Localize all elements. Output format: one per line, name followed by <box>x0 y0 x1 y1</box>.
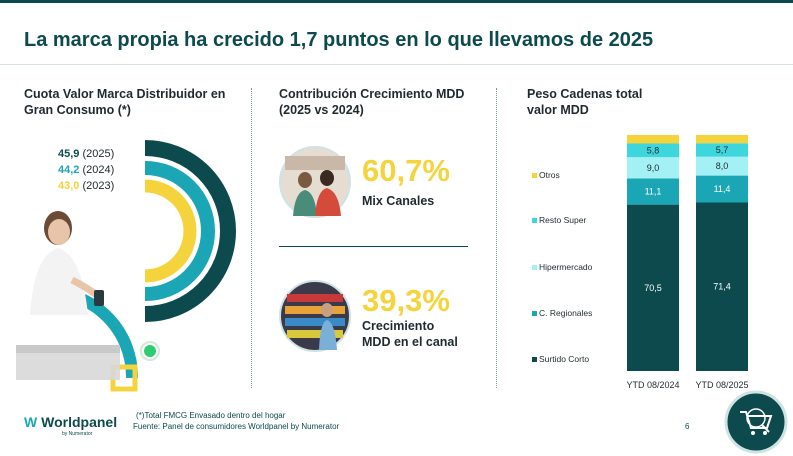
column-separator-1 <box>251 88 252 388</box>
worldpanel-logo-mark: W <box>24 414 38 430</box>
bar-segment-resto-super-1 <box>627 143 679 158</box>
bar-segment-surtido-corto-2 <box>696 202 748 371</box>
share-row-2023: 43,0 (2023) <box>58 180 114 192</box>
legend-surtido-corto: Surtido Corto <box>532 354 589 364</box>
legend-resto-super: Resto Super <box>532 215 586 225</box>
bar-segment-otros-2 <box>696 135 748 144</box>
legend-label-surtido-corto: Surtido Corto <box>539 354 590 364</box>
page-number: 6 <box>685 422 690 431</box>
legend-swatch-resto-super <box>532 218 537 224</box>
legend-swatch-otros <box>532 173 537 179</box>
share-value-2023: 43,0 <box>58 180 80 192</box>
source-note: Fuente: Panel de consumidores Worldpanel… <box>133 422 340 431</box>
data-label-c-regionales-1: 11,1 <box>645 187 662 197</box>
worldpanel-logo-text: Worldpanel <box>41 414 118 430</box>
legend-hipermercado: Hipermercado <box>532 262 592 272</box>
share-value-2025: 45,9 <box>58 148 80 160</box>
arc-2025 <box>144 140 236 322</box>
share-year-2025: (2025) <box>82 148 115 160</box>
legend-swatch-c-regionales <box>532 311 537 317</box>
legend-label-hipermercado: Hipermercado <box>539 262 593 272</box>
share-value-2024: 44,2 <box>58 164 80 176</box>
title-divider <box>0 64 793 65</box>
legend-label-c-regionales: C. Regionales <box>539 308 593 318</box>
legend-otros: Otros <box>532 170 560 180</box>
left-column-title: Cuota Valor Marca Distribuidor en Gran C… <box>24 87 226 117</box>
arc-2023 <box>144 179 197 283</box>
mix-channels-percentage: 60,7% <box>362 153 450 188</box>
data-label-surtido-corto-1: 70,5 <box>644 283 662 293</box>
worldpanel-logo: W Worldpanel <box>24 414 117 430</box>
right-column-title: Peso Cadenas total valor MDD <box>527 87 643 117</box>
data-label-surtido-corto-2: 71,4 <box>713 282 731 292</box>
category-label-2: YTD 08/2025 <box>695 380 748 390</box>
page-title: La marca propia ha crecido 1,7 puntos en… <box>24 29 654 51</box>
data-label-c-regionales-2: 11,4 <box>714 184 731 194</box>
data-label-hipermercado-1: 9,0 <box>647 163 660 173</box>
share-row-2025: 45,9 (2025) <box>58 148 114 160</box>
bar-segment-c-regionales-1 <box>627 178 679 205</box>
channel-growth-percentage: 39,3% <box>362 283 450 318</box>
bar-segment-surtido-corto-1 <box>627 204 679 371</box>
legend-swatch-hipermercado <box>532 265 537 271</box>
bar-segment-otros-1 <box>627 135 679 144</box>
mix-channels-photo <box>279 146 351 218</box>
share-year-2023: (2023) <box>82 180 115 192</box>
bar-segment-hipermercado-2 <box>696 156 748 176</box>
share-arcs-graphic <box>16 140 236 392</box>
mix-channels-label: Mix Canales <box>362 194 435 208</box>
legend-c-regionales: C. Regionales <box>532 308 592 318</box>
category-label-1: YTD 08/2024 <box>626 380 679 390</box>
channel-growth-label-line1: Crecimiento <box>362 319 435 333</box>
data-label-resto-super-2: 5,7 <box>716 145 729 155</box>
mid-column-title: Contribución Crecimiento MDD (2025 vs 20… <box>279 87 465 117</box>
bar-segment-resto-super-2 <box>696 143 748 157</box>
footnote: (*)Total FMCG Envasado dentro del hogar <box>136 411 286 420</box>
middle-divider <box>279 246 468 247</box>
data-label-hipermercado-2: 8,0 <box>716 161 729 171</box>
cart-icon <box>724 390 788 454</box>
channel-growth-label-line2: MDD en el canal <box>362 335 458 349</box>
legend-label-otros: Otros <box>539 170 560 180</box>
top-accent-line <box>0 0 793 3</box>
bar-segment-c-regionales-2 <box>696 175 748 203</box>
legend-label-resto-super: Resto Super <box>539 215 587 225</box>
bar-segment-hipermercado-1 <box>627 157 679 179</box>
column-separator-2 <box>496 88 497 388</box>
arc-2024 <box>144 161 215 301</box>
share-year-2024: (2024) <box>82 164 115 176</box>
legend-swatch-surtido-corto <box>532 357 537 363</box>
stacked-bar-chart: 70,5 11,1 9,0 5,8 YTD 08/2024 71,4 11,4 8,0 5,7 Y… <box>626 135 749 390</box>
data-label-resto-super-1: 5,8 <box>647 145 660 155</box>
store-shelf-photo <box>279 280 351 352</box>
share-row-2024: 44,2 (2024) <box>58 164 114 176</box>
numerator-sublogo: by Numerator <box>62 431 93 437</box>
shopper-photo <box>16 211 120 380</box>
